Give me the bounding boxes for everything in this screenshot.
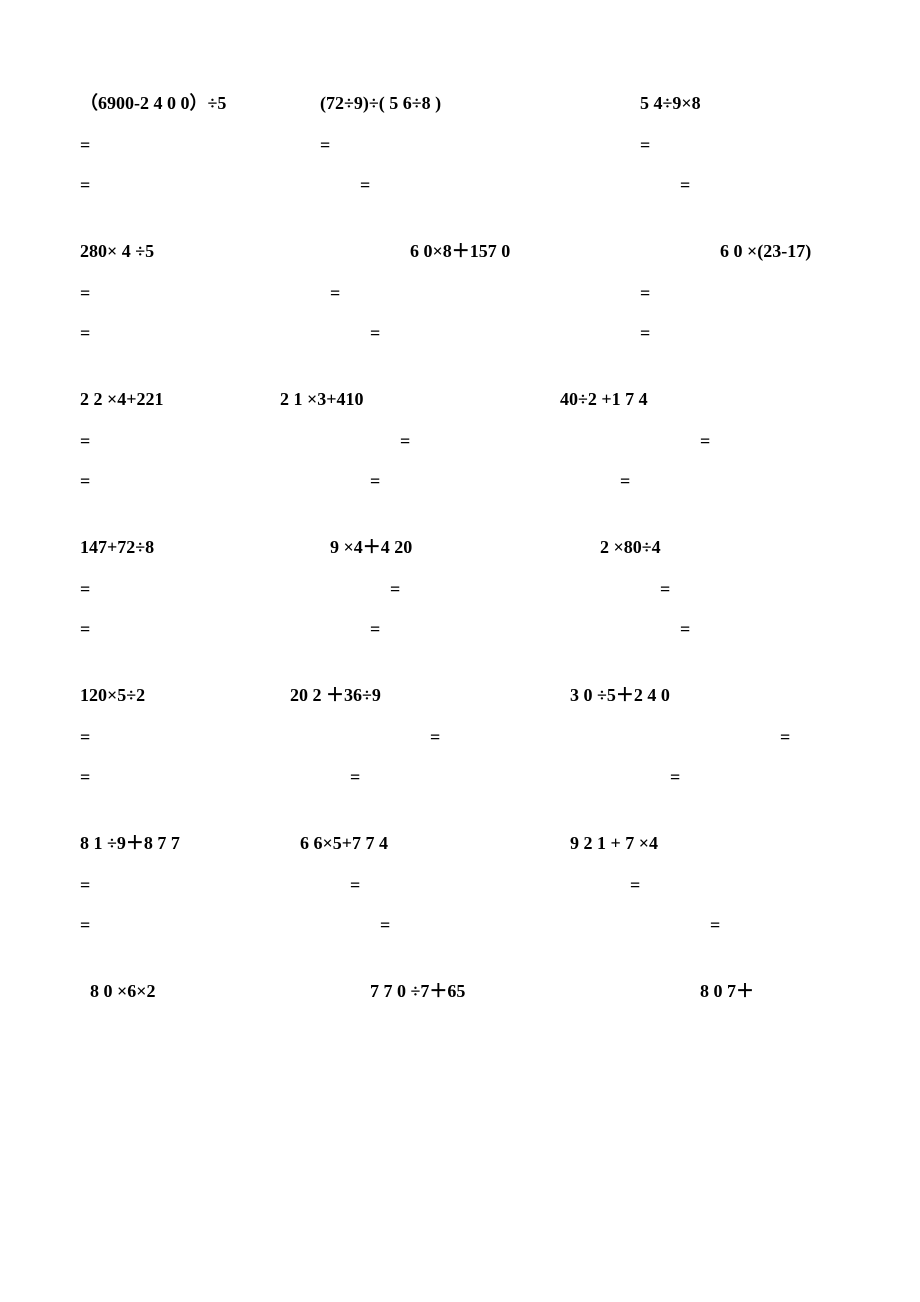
equals-row: = = = — [80, 320, 840, 346]
equals-sign: = — [680, 616, 690, 643]
equals-sign: = — [630, 872, 640, 899]
equals-sign: = — [80, 724, 90, 751]
equals-sign: = — [700, 428, 710, 455]
math-problem: 2 ×80÷4 — [600, 534, 661, 561]
problem-row: 8 1 ÷9＋8 7 7 6 6×5+7 7 4 9 2 1 + 7 ×4 — [80, 830, 840, 858]
equals-sign: = — [80, 320, 90, 347]
equals-row: = = = — [80, 280, 840, 306]
equals-sign: = — [80, 172, 90, 199]
equals-sign: = — [370, 616, 380, 643]
equals-sign: = — [660, 576, 670, 603]
equals-sign: = — [330, 280, 340, 307]
equals-row: = = = — [80, 132, 840, 158]
problem-section: 8 1 ÷9＋8 7 76 6×5+7 7 49 2 1 + 7 ×4=====… — [80, 830, 840, 938]
math-problem: 2 2 ×4+221 — [80, 386, 164, 413]
equals-sign: = — [360, 172, 370, 199]
math-problem: 6 0 ×(23-17) — [720, 238, 811, 265]
equals-sign: = — [780, 724, 790, 751]
equals-sign: = — [80, 132, 90, 159]
equals-row: = = = — [80, 428, 840, 454]
problem-section: 147+72÷8 9 ×4＋4 20 2 ×80÷4 = = = = = = — [80, 534, 840, 642]
equals-sign: = — [80, 576, 90, 603]
equals-row: = = = — [80, 912, 840, 938]
problem-row: 120×5÷2 20 2 ＋36÷9 3 0 ÷5＋2 4 0 — [80, 682, 840, 710]
math-problem: 8 0 7＋ — [700, 978, 754, 1005]
equals-sign: = — [80, 764, 90, 791]
problem-row: （6900-2 4 0 0）÷5 (72÷9)÷( 5 6÷8 ) 5 4÷9×8 — [80, 90, 840, 118]
equals-sign: = — [370, 468, 380, 495]
equals-sign: = — [80, 912, 90, 939]
math-problem: 20 2 ＋36÷9 — [290, 682, 381, 709]
equals-row: = = = — [80, 764, 840, 790]
problem-section: 280× 4 ÷5 6 0×8＋157 0 6 0 ×(23-17) = = = = = = — [80, 238, 840, 346]
equals-sign: = — [370, 320, 380, 347]
math-problem: 147+72÷8 — [80, 534, 154, 561]
equals-sign: = — [80, 280, 90, 307]
equals-sign: = — [400, 428, 410, 455]
math-problem: 40÷2 +1 7 4 — [560, 386, 648, 413]
equals-sign: = — [640, 280, 650, 307]
problem-row: 147+72÷8 9 ×4＋4 20 2 ×80÷4 — [80, 534, 840, 562]
equals-row: = = = — [80, 468, 840, 494]
math-problem: 9 2 1 + 7 ×4 — [570, 830, 658, 857]
equals-row: = = = — [80, 724, 840, 750]
math-worksheet: （6900-2 4 0 0）÷5 (72÷9)÷( 5 6÷8 ) 5 4÷9×8 =… — [80, 90, 840, 1006]
equals-sign: = — [320, 132, 330, 159]
problem-row: 2 2 ×4+221 2 1 ×3+410 40÷2 +1 7 4 — [80, 386, 840, 414]
math-problem: 120×5÷2 — [80, 682, 145, 709]
problem-section: （6900-2 4 0 0）÷5 (72÷9)÷( 5 6÷8 ) 5 4÷9×8 =… — [80, 90, 840, 198]
problem-section: 2 2 ×4+221 2 1 ×3+410 40÷2 +1 7 4 = = = = = = — [80, 386, 840, 494]
equals-sign: = — [670, 764, 680, 791]
equals-sign: = — [680, 172, 690, 199]
equals-row: = = = — [80, 172, 840, 198]
math-problem: 8 0 ×6×2 — [90, 978, 156, 1005]
problem-row: 280× 4 ÷5 6 0×8＋157 0 6 0 ×(23-17) — [80, 238, 840, 266]
equals-row: = = = — [80, 616, 840, 642]
equals-row: = = = — [80, 872, 840, 898]
math-problem: 3 0 ÷5＋2 4 0 — [570, 682, 670, 709]
math-problem: 9 ×4＋4 20 — [330, 534, 412, 561]
math-problem: 8 1 ÷9＋8 7 7 — [80, 830, 180, 857]
math-problem: 7 7 0 ÷7＋65 — [370, 978, 465, 1005]
math-problem: 5 4÷9×8 — [640, 90, 701, 117]
equals-sign: = — [390, 576, 400, 603]
equals-sign: = — [430, 724, 440, 751]
equals-sign: = — [640, 320, 650, 347]
equals-sign: = — [80, 428, 90, 455]
equals-sign: = — [620, 468, 630, 495]
problem-row: 8 0 ×6×2 7 7 0 ÷7＋65 8 0 7＋ — [80, 978, 840, 1006]
equals-sign: = — [80, 468, 90, 495]
math-problem: (72÷9)÷( 5 6÷8 ) — [320, 90, 441, 117]
math-problem: （6900-2 4 0 0）÷5 — [80, 90, 226, 117]
equals-sign: = — [380, 912, 390, 939]
math-problem: 2 1 ×3+410 — [280, 386, 364, 413]
equals-row: = = = — [80, 576, 840, 602]
equals-sign: = — [350, 764, 360, 791]
equals-sign: = — [80, 616, 90, 643]
problem-section: 8 0 ×6×2 7 7 0 ÷7＋65 8 0 7＋ — [80, 978, 840, 1006]
equals-sign: = — [710, 912, 720, 939]
math-problem: 280× 4 ÷5 — [80, 238, 154, 265]
equals-sign: = — [350, 872, 360, 899]
equals-sign: = — [80, 872, 90, 899]
problem-section: 120×5÷2 20 2 ＋36÷9 3 0 ÷5＋2 4 0 = = = = = = — [80, 682, 840, 790]
math-problem: 6 6×5+7 7 4 — [300, 830, 388, 857]
math-problem: 6 0×8＋157 0 — [410, 238, 510, 265]
equals-sign: = — [640, 132, 650, 159]
